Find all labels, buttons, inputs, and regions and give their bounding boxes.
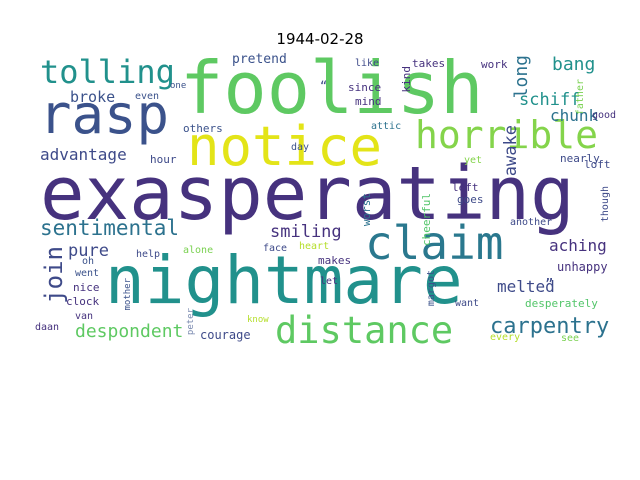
word-work: work xyxy=(481,58,508,71)
word-even: even xyxy=(135,91,160,102)
word-left: left xyxy=(452,181,479,194)
word-claim: claim xyxy=(365,216,504,270)
word-bang: bang xyxy=(552,54,596,75)
word-desperately: desperately xyxy=(525,297,598,310)
word-aching: aching xyxy=(549,236,607,255)
word-chunk: chunk xyxy=(550,106,599,125)
word-every: every xyxy=(490,332,521,343)
word-help: help xyxy=(136,249,161,260)
word-unhappy: unhappy xyxy=(557,260,608,274)
word-nightmare: nightmare xyxy=(105,242,463,319)
word-father: father xyxy=(575,79,586,116)
word-want: want xyxy=(455,298,480,309)
word-schiff: schiff xyxy=(519,90,581,110)
word-kind: kind xyxy=(400,66,413,93)
word-cheerful: cheerful xyxy=(420,193,433,246)
word-rasp: rasp xyxy=(39,83,170,146)
word-good: good xyxy=(592,110,617,121)
word-cloud: exasperating foolish nightmare rasp noti… xyxy=(35,46,617,360)
word-broke: broke xyxy=(70,88,116,106)
word-despondent: despondent xyxy=(75,321,184,342)
word-heart: heart xyxy=(299,241,330,252)
word-distance: distance xyxy=(275,309,454,352)
word-margot: margot xyxy=(426,270,437,307)
word-join: join xyxy=(40,246,68,304)
word-loft: loft xyxy=(584,158,611,171)
word-advantage: advantage xyxy=(40,145,127,164)
word-notice: notice xyxy=(187,115,383,178)
word-pretend: pretend xyxy=(232,52,287,67)
word-worst: worst xyxy=(360,193,373,227)
word-takes: takes xyxy=(412,57,446,70)
word-exasperating: exasperating xyxy=(40,151,575,237)
word-sentimental: sentimental xyxy=(40,216,180,240)
word-nearly: nearly xyxy=(560,152,600,165)
word-van: van xyxy=(75,311,94,322)
word-alone: alone xyxy=(183,245,214,256)
word-hour: hour xyxy=(150,153,177,166)
word-mind: mind xyxy=(355,95,382,108)
word-others: others xyxy=(183,122,223,135)
word-mother: mother xyxy=(123,278,133,311)
word-went: went xyxy=(75,268,100,279)
word-know: know xyxy=(247,315,269,325)
word-though: though xyxy=(600,186,611,223)
word-nice: nice xyxy=(73,281,100,294)
word-smiling: smiling xyxy=(270,222,342,242)
word-face: face xyxy=(263,243,288,254)
word-another: another xyxy=(510,217,553,228)
word-pure: pure xyxy=(68,241,109,261)
word-since: since xyxy=(348,81,382,94)
word-daan: daan xyxy=(35,322,60,333)
word-one: one xyxy=(170,81,187,91)
word-like: like xyxy=(355,58,380,69)
word-attic: attic xyxy=(371,121,402,132)
word-carpentry: carpentry xyxy=(490,314,610,339)
word-clock: clock xyxy=(66,295,100,308)
word-long: long xyxy=(511,55,532,99)
word-right-quote: ” xyxy=(545,277,554,293)
word-oh: oh xyxy=(82,256,95,267)
word-melted: melted xyxy=(497,277,555,296)
word-left-quote: “ xyxy=(320,79,328,93)
word-yet: yet xyxy=(464,155,483,166)
word-horrible: horrible xyxy=(415,113,599,157)
plot-title: 1944-02-28 xyxy=(276,30,364,48)
word-courage: courage xyxy=(200,328,251,342)
word-tolling: tolling xyxy=(40,53,175,91)
word-let: let xyxy=(320,276,339,287)
word-see: see xyxy=(561,333,580,344)
word-foolish: foolish xyxy=(180,46,484,130)
word-peter: peter xyxy=(186,308,196,336)
word-makes: makes xyxy=(318,254,352,267)
word-awake: awake xyxy=(501,125,521,177)
word-day: day xyxy=(291,142,310,153)
word-goes: goes xyxy=(457,193,484,206)
